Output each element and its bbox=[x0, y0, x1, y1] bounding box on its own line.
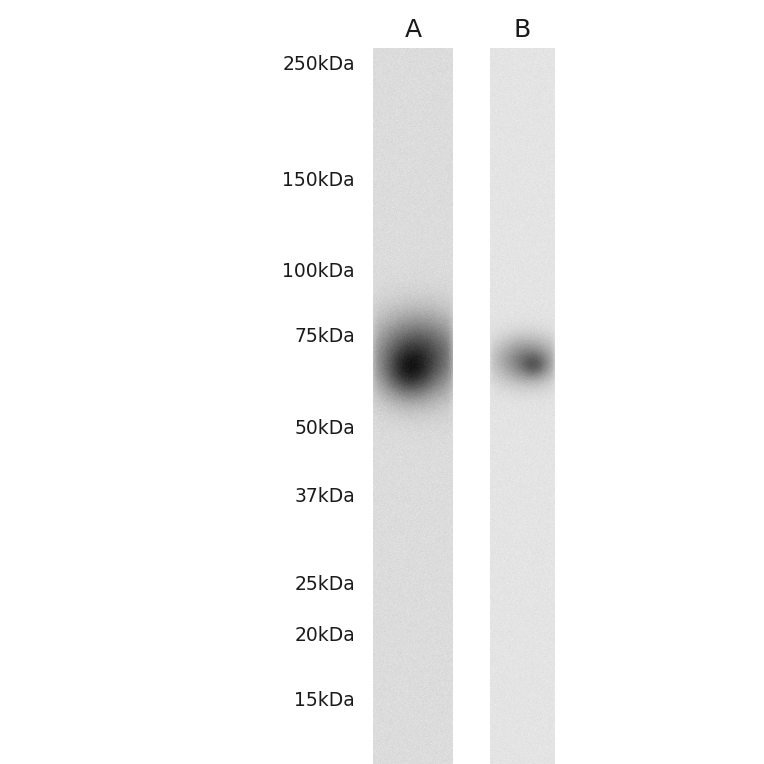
Text: 75kDa: 75kDa bbox=[294, 327, 355, 346]
Text: 37kDa: 37kDa bbox=[294, 487, 355, 506]
Text: 25kDa: 25kDa bbox=[294, 575, 355, 594]
Text: 15kDa: 15kDa bbox=[294, 691, 355, 710]
Text: 150kDa: 150kDa bbox=[283, 171, 355, 189]
Text: 20kDa: 20kDa bbox=[294, 626, 355, 645]
Text: 250kDa: 250kDa bbox=[283, 56, 355, 75]
Text: 50kDa: 50kDa bbox=[294, 419, 355, 438]
Text: B: B bbox=[513, 18, 531, 42]
Text: A: A bbox=[404, 18, 422, 42]
Text: 100kDa: 100kDa bbox=[283, 262, 355, 281]
